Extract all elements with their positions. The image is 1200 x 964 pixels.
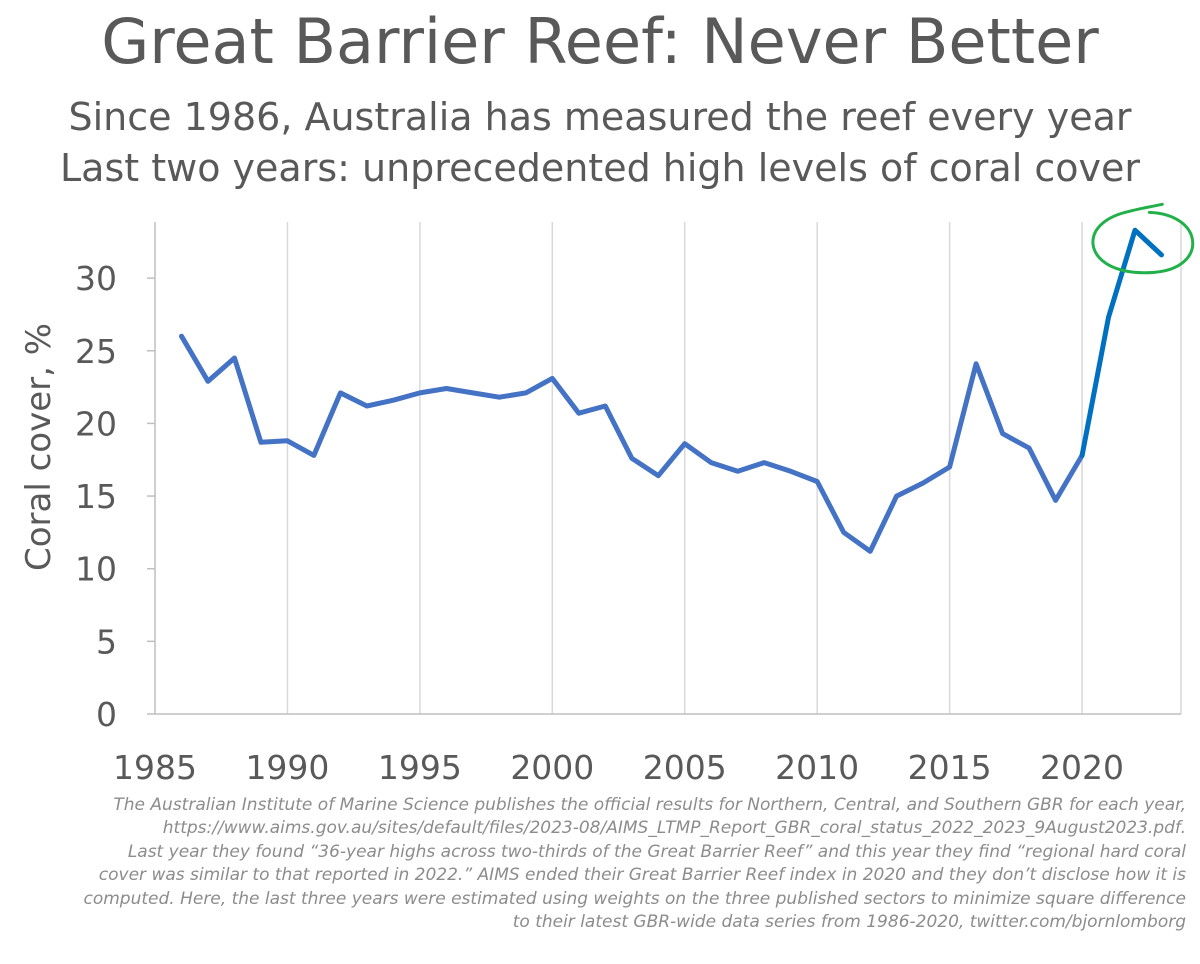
footnote-line: https://www.aims.gov.au/sites/default/fi… — [162, 818, 1186, 839]
y-tick-label-30: 30 — [75, 259, 117, 298]
footnote-line: Last year they found “36-year highs acro… — [127, 841, 1186, 862]
coral-cover-line-chart: 0 5 10 15 20 25 30 1985 1990 1995 2000 2005 2010 2015… — [19, 202, 1195, 787]
source-footnote: The Australian Institute of Marine Scien… — [6, 794, 1186, 934]
x-tick-label-2005: 2005 — [643, 748, 727, 787]
tick-labels: 0 5 10 15 20 25 30 1985 1990 1995 2000 2005 2010 2015… — [75, 259, 1124, 787]
footnote-line: The Australian Institute of Marine Scien… — [113, 795, 1186, 815]
chart-title: Great Barrier Reef: Never Better — [101, 5, 1099, 78]
footnote-line: computed. Here, the last three years wer… — [83, 888, 1186, 909]
line-series-estimated — [1079, 227, 1164, 458]
footnote-line: cover was similar to that reported in 20… — [98, 865, 1186, 886]
y-tick-label-25: 25 — [75, 332, 117, 371]
data-series — [179, 227, 1164, 554]
line-series-aims-index — [179, 333, 1085, 554]
y-tick-label-20: 20 — [75, 404, 117, 443]
axes — [147, 222, 1181, 715]
y-tick-label-10: 10 — [75, 550, 117, 589]
chart-subtitle-line-2: Last two years: unprecedented high level… — [60, 146, 1140, 190]
x-tick-label-2020: 2020 — [1040, 748, 1124, 787]
x-tick-label-1985: 1985 — [113, 748, 197, 787]
x-tick-label-2015: 2015 — [908, 748, 992, 787]
highlight-annotation — [1091, 202, 1195, 275]
y-tick-label-5: 5 — [96, 622, 117, 661]
x-tick-label-1990: 1990 — [245, 748, 329, 787]
chart-subtitle-line-1: Since 1986, Australia has measured the r… — [68, 95, 1132, 139]
x-tick-label-1995: 1995 — [378, 748, 462, 787]
y-tick-label-0: 0 — [96, 695, 117, 734]
footnote-line: to their latest GBR-wide data series fro… — [512, 912, 1186, 933]
x-tick-label-2010: 2010 — [775, 748, 859, 787]
y-axis-label: Coral cover, % — [19, 323, 59, 571]
highlight-circle — [1091, 202, 1195, 275]
y-tick-label-15: 15 — [75, 477, 117, 516]
x-tick-label-2000: 2000 — [510, 748, 594, 787]
